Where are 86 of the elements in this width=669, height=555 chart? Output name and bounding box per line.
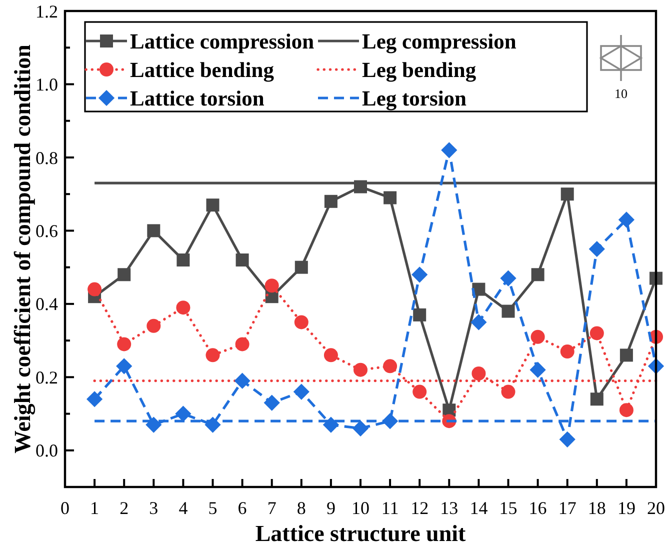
x-tick-label: 11 — [381, 498, 399, 518]
point — [118, 268, 131, 282]
x-tick-label: 4 — [178, 498, 188, 518]
y-axis-title: Weight coefficient of compound condition — [10, 44, 36, 454]
x-tick-label: 13 — [440, 498, 458, 518]
x-tick-label: 8 — [296, 498, 306, 518]
point — [618, 212, 635, 228]
x-tick-label: 16 — [528, 498, 547, 518]
point — [383, 359, 398, 374]
y-tick-label: 0.6 — [36, 220, 58, 241]
point — [590, 392, 604, 406]
point — [384, 191, 397, 204]
point — [88, 282, 102, 296]
point — [146, 318, 161, 333]
point — [530, 362, 546, 378]
annotation: 10 — [614, 86, 628, 101]
y-tick-label: 0.2 — [36, 367, 58, 388]
point — [206, 348, 220, 362]
point — [560, 188, 574, 201]
x-tick-label: 17 — [558, 498, 576, 518]
x-tick-label: 3 — [149, 498, 158, 518]
point — [235, 337, 250, 352]
point — [470, 314, 487, 330]
point — [147, 224, 160, 238]
point — [412, 384, 427, 399]
x-tick-label: 6 — [238, 498, 247, 518]
point — [441, 142, 458, 158]
point — [324, 194, 338, 208]
point — [264, 394, 280, 411]
point — [472, 366, 486, 380]
point — [294, 260, 308, 274]
point — [264, 278, 279, 293]
point — [234, 372, 250, 389]
point — [176, 253, 190, 266]
point — [588, 240, 605, 258]
point — [116, 358, 132, 374]
point — [175, 406, 192, 422]
point — [531, 268, 544, 282]
x-tick-label: 10 — [352, 498, 370, 518]
point — [352, 420, 369, 436]
x-tick-label: 2 — [120, 498, 129, 518]
y-tick-label: 0.0 — [36, 440, 58, 461]
point — [206, 198, 220, 212]
legend-label: Leg torsion — [362, 86, 467, 111]
y-tick-label: 0.4 — [36, 294, 58, 314]
y-tick-label: 0.8 — [36, 148, 58, 168]
x-tick-label: 14 — [470, 498, 488, 518]
y-tick-label: 1.2 — [36, 1, 58, 22]
x-tick-label: 15 — [499, 498, 518, 518]
point — [501, 384, 516, 399]
point — [236, 253, 249, 266]
point — [590, 326, 604, 340]
point — [86, 391, 103, 408]
x-tick-label: 18 — [588, 498, 606, 518]
point — [354, 362, 368, 377]
legend-label: Lattice bending — [130, 58, 274, 82]
legend-label: Leg compression — [362, 30, 516, 54]
legend-label: Leg bending — [362, 58, 476, 82]
legend-label: Lattice torsion — [130, 86, 264, 111]
point — [500, 270, 516, 286]
point — [502, 304, 515, 318]
point — [176, 300, 190, 315]
point — [530, 330, 545, 344]
x-tick-label: 12 — [410, 498, 429, 518]
point — [412, 266, 428, 283]
x-tick-label: 19 — [617, 498, 636, 518]
x-axis-title: Lattice structure unit — [255, 521, 466, 546]
x-tick-label: 20 — [647, 498, 665, 518]
point — [619, 403, 634, 418]
point — [560, 344, 574, 359]
point — [413, 308, 426, 322]
x-tick-label: 7 — [267, 498, 276, 518]
point — [324, 348, 338, 362]
point — [117, 337, 132, 352]
point — [293, 384, 310, 400]
point — [322, 416, 340, 433]
point — [620, 348, 633, 362]
x-tick-label: 5 — [208, 498, 218, 518]
point — [294, 315, 308, 330]
legend-label: Lattice compression — [130, 30, 314, 54]
point — [146, 416, 162, 433]
x-tick-label: 9 — [326, 498, 336, 518]
y-tick-label: 1.0 — [36, 74, 58, 95]
point — [559, 431, 576, 448]
x-tick-label: 1 — [90, 498, 100, 518]
x-tick-label: 0 — [60, 498, 70, 518]
